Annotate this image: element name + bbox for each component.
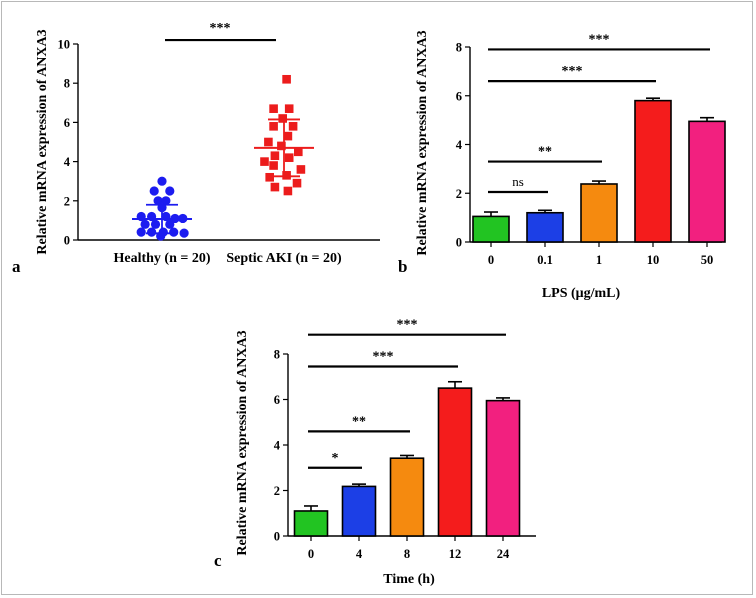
panel-a-data-point bbox=[269, 161, 278, 170]
panel-c-x-tick-label: 12 bbox=[449, 547, 462, 561]
panel-c-bar bbox=[437, 387, 473, 537]
panel-c-y-tick-label: 2 bbox=[274, 484, 280, 498]
panel-a-data-point bbox=[282, 171, 291, 180]
panel-c-y-tick-label: 4 bbox=[274, 439, 281, 453]
panel-a-data-point bbox=[265, 172, 274, 182]
panel-a-data-point bbox=[149, 186, 159, 196]
panel-a-y-tick-label: 0 bbox=[64, 234, 70, 248]
panel-a-data-point bbox=[179, 228, 189, 238]
panel-c-x-tick-label: 24 bbox=[497, 547, 510, 561]
panel-a-data-point bbox=[140, 219, 150, 229]
panel-a-y-axis-label: Relative mRNA expression of ANXA3 bbox=[35, 29, 50, 254]
panel-a-data-point bbox=[269, 104, 278, 113]
panel-c: c Relative mRNA expression of ANXA3 Time… bbox=[214, 318, 536, 587]
panel-c-bar bbox=[389, 457, 425, 537]
panel-a-y-tick-label: 2 bbox=[64, 194, 70, 208]
panel-a-data-point bbox=[284, 153, 294, 162]
panel-b-x-tick-label: 50 bbox=[701, 253, 714, 267]
panel-a-data-point bbox=[278, 114, 287, 123]
panel-b-bar bbox=[580, 183, 618, 243]
panel-a-data-point bbox=[161, 196, 171, 206]
panel-a-data-point bbox=[165, 219, 175, 229]
panel-b-significance-label: ** bbox=[538, 145, 552, 160]
panel-c-bar bbox=[341, 485, 377, 537]
panel-b-x-tick-label: 10 bbox=[647, 253, 660, 267]
panel-a-data-point bbox=[157, 176, 167, 186]
panel-b-significance-label: ns bbox=[512, 174, 524, 189]
panel-b: b Relative mRNA expression of ANXA3 LPS … bbox=[398, 30, 726, 301]
panel-label-b: b bbox=[398, 257, 407, 276]
panel-b-x-tick-label: 0.1 bbox=[537, 253, 553, 267]
panel-a-data-point bbox=[165, 186, 175, 196]
panel-b-x-tick-label: 0 bbox=[488, 253, 494, 267]
panel-c-x-axis-label: Time (h) bbox=[383, 572, 435, 587]
panel-b-y-tick-label: 8 bbox=[456, 41, 462, 55]
panel-c-y-axis-label: Relative mRNA expression of ANXA3 bbox=[235, 330, 250, 555]
panel-a-data-point bbox=[282, 74, 291, 84]
panel-c-y-tick-label: 0 bbox=[274, 530, 280, 544]
panel-b-bar bbox=[634, 99, 672, 243]
panel-c-bar bbox=[485, 399, 521, 537]
panel-a: a Relative mRNA expression of ANXA3 0 2 4 6… bbox=[12, 21, 380, 276]
panel-a-data-point bbox=[288, 122, 298, 131]
panel-c-x-tick-label: 8 bbox=[404, 547, 410, 561]
panel-a-data-point bbox=[284, 104, 294, 113]
panel-a-y-tick-label: 6 bbox=[64, 116, 70, 130]
panel-a-data-point bbox=[136, 227, 146, 237]
panel-a-data-point bbox=[270, 182, 280, 192]
panel-a-data-point bbox=[277, 141, 286, 151]
panel-label-a: a bbox=[12, 257, 21, 276]
panel-b-y-tick-label: 4 bbox=[456, 138, 463, 152]
panel-c-bar bbox=[293, 510, 329, 537]
panel-b-significance-label: *** bbox=[562, 64, 583, 79]
panel-b-bar bbox=[688, 120, 726, 243]
panel-c-y-tick-label: 8 bbox=[274, 348, 280, 362]
panel-a-data-point bbox=[147, 227, 157, 237]
panel-a-data-point bbox=[169, 227, 179, 237]
panel-b-significance-label: *** bbox=[589, 32, 610, 47]
panel-a-x-tick-label: Septic AKI (n = 20) bbox=[226, 251, 342, 266]
panel-c-significance-label: * bbox=[332, 451, 339, 466]
panel-b-bar bbox=[526, 211, 564, 243]
panel-b-x-axis-label: LPS (μg/mL) bbox=[542, 286, 621, 301]
panel-b-x-tick-label: 1 bbox=[596, 253, 602, 267]
panel-a-data-point bbox=[260, 157, 269, 166]
panel-c-y-tick-label: 6 bbox=[274, 393, 280, 407]
panel-c-significance-label: ** bbox=[352, 414, 366, 429]
panel-a-x-tick-label: Healthy (n = 20) bbox=[113, 251, 210, 266]
panel-a-y-tick-label: 8 bbox=[64, 77, 70, 91]
panel-b-y-tick-label: 0 bbox=[456, 236, 462, 250]
panel-label-c: c bbox=[214, 551, 222, 570]
panel-c-significance-label: *** bbox=[397, 318, 418, 333]
panel-a-data-point bbox=[270, 151, 280, 161]
panel-a-y-tick-label: 10 bbox=[58, 38, 71, 52]
panel-a-data-point bbox=[150, 219, 161, 229]
panel-c-x-tick-label: 0 bbox=[308, 547, 314, 561]
panel-a-data-point bbox=[294, 147, 303, 157]
panel-c-x-tick-label: 4 bbox=[356, 547, 363, 561]
panel-c-significance-label: *** bbox=[373, 350, 394, 365]
panel-b-y-tick-label: 6 bbox=[456, 89, 462, 103]
panel-b-bar bbox=[472, 215, 510, 243]
panel-a-data-point bbox=[283, 131, 293, 141]
panel-a-data-point bbox=[283, 186, 293, 196]
panel-a-data-point bbox=[269, 122, 278, 131]
panel-a-y-tick-label: 4 bbox=[64, 155, 71, 169]
panel-a-data-point bbox=[264, 137, 273, 147]
panel-b-y-axis-label: Relative mRNA expression of ANXA3 bbox=[415, 30, 430, 255]
panel-a-significance-label: *** bbox=[210, 21, 231, 36]
panel-a-data-point bbox=[296, 165, 306, 174]
panel-a-data-point bbox=[153, 196, 163, 206]
panel-b-y-tick-label: 2 bbox=[456, 187, 462, 201]
panel-a-data-point bbox=[292, 178, 302, 188]
